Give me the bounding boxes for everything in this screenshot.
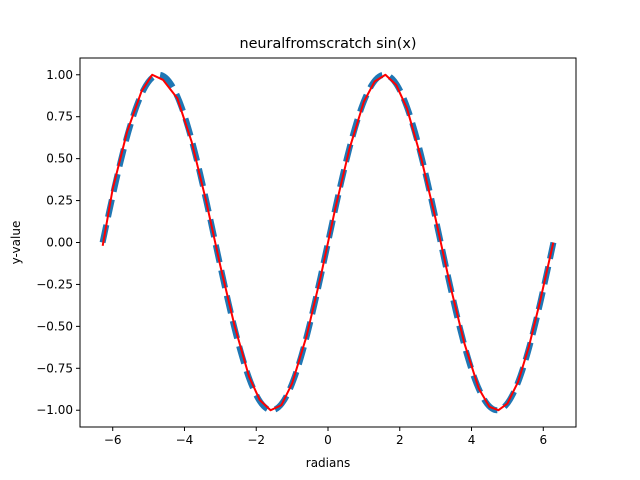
y-tick-label: −0.50 <box>36 319 73 333</box>
y-axis-ticks: −1.00 −0.75 −0.50 −0.25 0.00 0.25 0.50 0.75 1.00 <box>36 68 80 417</box>
y-tick-label: 0.75 <box>46 110 73 124</box>
x-axis-ticks: −6 −4 −2 0 2 4 6 <box>104 427 547 447</box>
y-tick-label: −1.00 <box>36 403 73 417</box>
y-tick-label: −0.75 <box>36 361 73 375</box>
y-axis-label: y-value <box>9 221 23 265</box>
y-tick-label: −0.25 <box>36 277 73 291</box>
y-tick-label: 0.50 <box>46 152 73 166</box>
x-tick-label: 6 <box>539 433 547 447</box>
series-line-solid <box>101 73 555 412</box>
x-tick-label: 2 <box>396 433 404 447</box>
x-tick-label: 4 <box>468 433 476 447</box>
y-tick-label: 0.00 <box>46 236 73 250</box>
y-tick-label: 0.25 <box>46 194 73 208</box>
x-axis-label: radians <box>306 456 350 470</box>
x-tick-label: −6 <box>104 433 122 447</box>
y-tick-label: 1.00 <box>46 68 73 82</box>
x-tick-label: −2 <box>247 433 265 447</box>
x-tick-label: 0 <box>324 433 332 447</box>
chart-title: neuralfromscratch sin(x) <box>239 36 416 52</box>
x-tick-label: −4 <box>176 433 194 447</box>
series-layer <box>99 71 557 414</box>
